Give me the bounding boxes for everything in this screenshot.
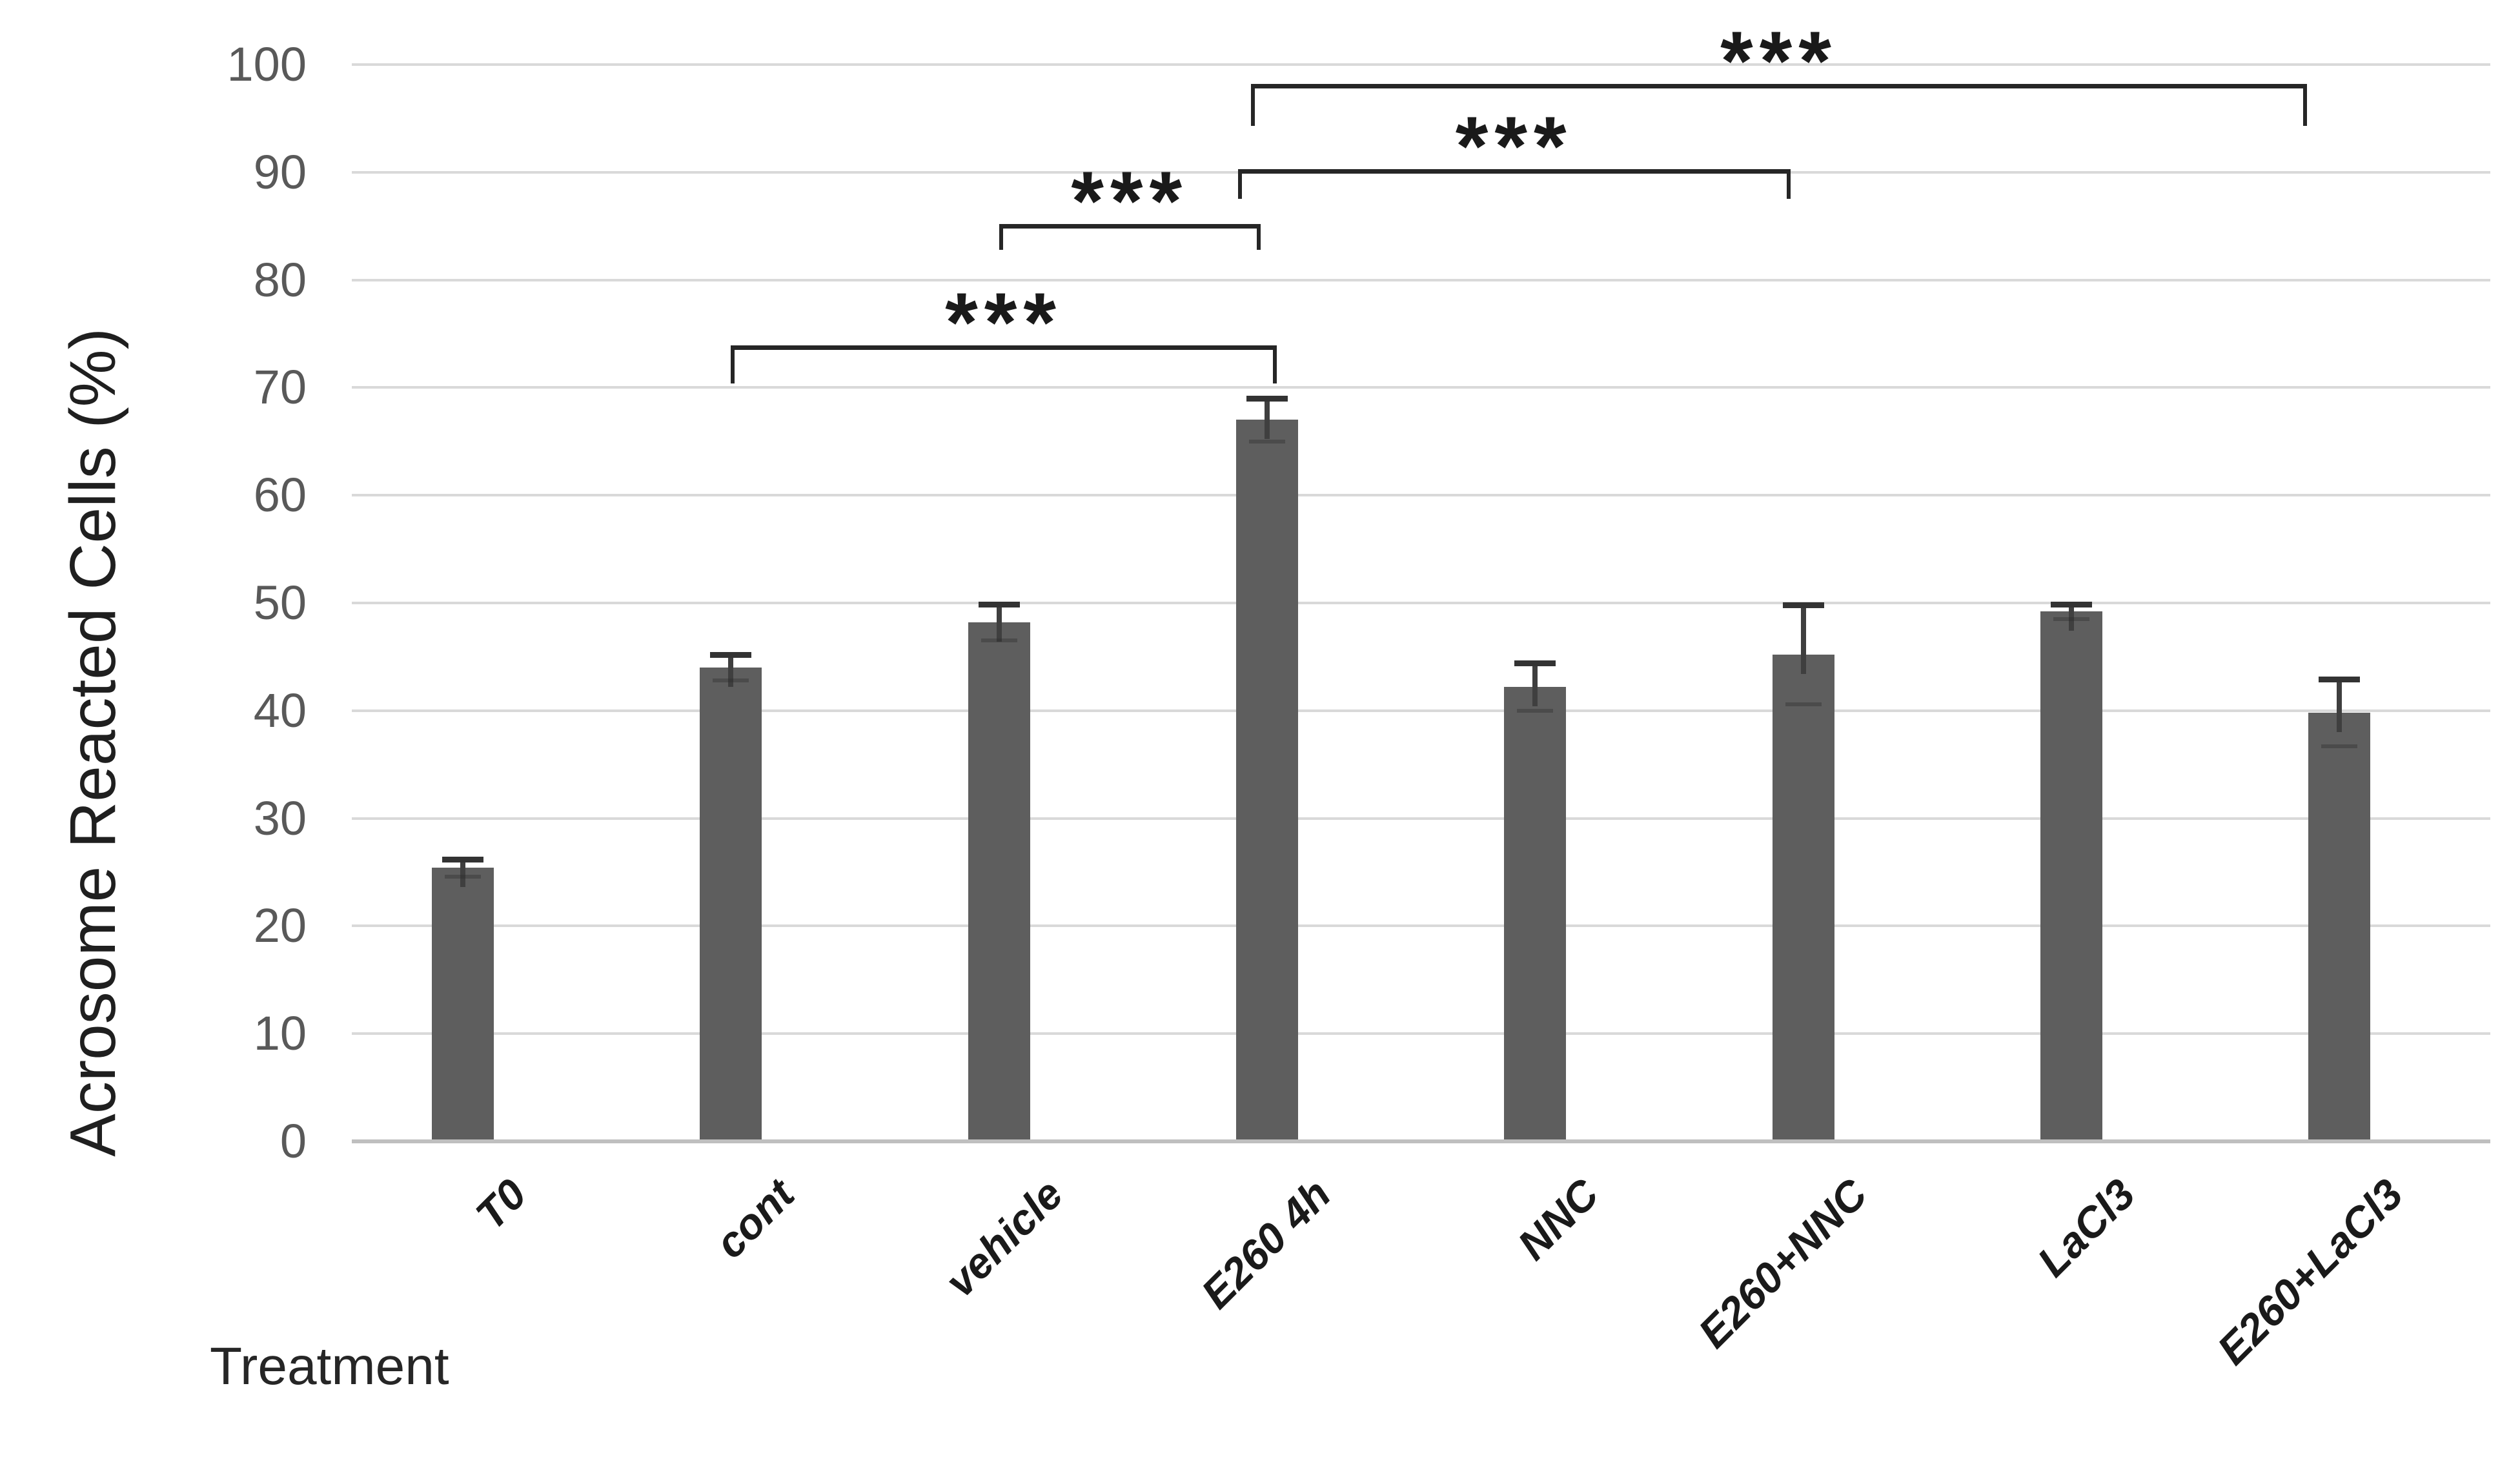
significance-bracket-line bbox=[1237, 168, 1791, 174]
gridline-50 bbox=[352, 602, 2490, 604]
significance-bracket-right-end bbox=[1786, 168, 1791, 199]
error-bar-lower-cap-NNC bbox=[1517, 708, 1554, 713]
error-bar-lower-cap-E260 4h bbox=[1248, 439, 1285, 444]
bar-LaCl3 bbox=[2040, 611, 2102, 1141]
bar-E260 4h bbox=[1235, 420, 1298, 1141]
error-bar-stem-E260+LaCl3 bbox=[2337, 679, 2342, 733]
bar-cont bbox=[700, 668, 762, 1141]
error-bar-cap-vehicle bbox=[978, 601, 1020, 607]
significance-stars: *** bbox=[1455, 98, 1573, 193]
significance-bracket-right-end bbox=[1256, 223, 1261, 250]
error-bar-stem-LaCl3 bbox=[2068, 604, 2074, 631]
error-bar-lower-cap-T0 bbox=[445, 874, 481, 879]
significance-bracket-left-end bbox=[731, 345, 735, 383]
error-bar-cap-E260+NNC bbox=[1782, 602, 1824, 609]
x-axis-line bbox=[352, 1139, 2490, 1143]
y-tick-label-50: 50 bbox=[253, 576, 307, 629]
significance-stars: *** bbox=[1071, 153, 1189, 248]
y-tick-label-80: 80 bbox=[253, 252, 307, 307]
y-tick-label-40: 40 bbox=[253, 683, 307, 737]
error-bar-cap-LaCl3 bbox=[2050, 601, 2092, 607]
y-axis-title: Acrosome Reacted Cells (%) bbox=[57, 328, 129, 1157]
significance-bracket-left-end bbox=[999, 223, 1003, 250]
error-bar-cap-E260+LaCl3 bbox=[2319, 677, 2361, 683]
y-tick-label-60: 60 bbox=[253, 468, 307, 522]
error-bar-lower-cap-E260+LaCl3 bbox=[2321, 744, 2358, 748]
significance-bracket-line bbox=[731, 345, 1277, 351]
error-bar-cap-NNC bbox=[1514, 660, 1556, 667]
gridline-70 bbox=[352, 386, 2490, 389]
y-tick-label-10: 10 bbox=[253, 1006, 307, 1061]
gridline-40 bbox=[352, 709, 2490, 712]
bar-E260+NNC bbox=[1772, 655, 1834, 1141]
error-bar-lower-cap-vehicle bbox=[981, 638, 1017, 643]
bar-NNC bbox=[1504, 687, 1567, 1141]
y-tick-label-100: 100 bbox=[227, 37, 307, 91]
significance-bracket-line bbox=[999, 223, 1261, 229]
error-bar-stem-E260 4h bbox=[1264, 398, 1270, 440]
error-bar-stem-NNC bbox=[1532, 663, 1538, 707]
bar-vehicle bbox=[968, 622, 1030, 1141]
y-tick-label-0: 0 bbox=[279, 1114, 307, 1168]
gridline-10 bbox=[352, 1032, 2490, 1036]
gridline-80 bbox=[352, 278, 2490, 281]
bar-T0 bbox=[432, 868, 494, 1141]
significance-bracket-line bbox=[1250, 84, 2308, 89]
x-tick-label-T0: T0 bbox=[466, 1170, 536, 1239]
gridline-100 bbox=[352, 63, 2490, 66]
y-tick-label-20: 20 bbox=[253, 899, 307, 953]
gridline-30 bbox=[352, 817, 2490, 820]
error-bar-cap-T0 bbox=[442, 856, 483, 862]
error-bar-lower-cap-cont bbox=[713, 678, 749, 683]
error-bar-cap-E260 4h bbox=[1246, 396, 1288, 402]
error-bar-lower-cap-LaCl3 bbox=[2053, 617, 2089, 622]
significance-bracket-left-end bbox=[1250, 84, 1255, 127]
y-tick-label-30: 30 bbox=[253, 791, 307, 845]
significance-stars: *** bbox=[945, 275, 1062, 370]
y-tick-label-70: 70 bbox=[253, 360, 307, 414]
error-bar-stem-vehicle bbox=[996, 604, 1002, 642]
error-bar-stem-T0 bbox=[460, 859, 465, 888]
error-bar-cap-cont bbox=[710, 652, 752, 658]
x-axis-title: Treatment bbox=[210, 1337, 449, 1396]
gridline-20 bbox=[352, 924, 2490, 928]
gridline-60 bbox=[352, 494, 2490, 497]
error-bar-lower-cap-E260+NNC bbox=[1785, 702, 1822, 706]
significance-bracket-left-end bbox=[1237, 168, 1242, 199]
error-bar-stem-cont bbox=[728, 655, 734, 688]
y-tick-label-90: 90 bbox=[253, 145, 307, 199]
significance-bracket-right-end bbox=[1272, 345, 1277, 383]
error-bar-stem-E260+NNC bbox=[1800, 605, 1806, 675]
significance-stars: *** bbox=[1720, 14, 1838, 108]
bar-E260+LaCl3 bbox=[2308, 713, 2371, 1141]
significance-bracket-right-end bbox=[2303, 84, 2308, 127]
